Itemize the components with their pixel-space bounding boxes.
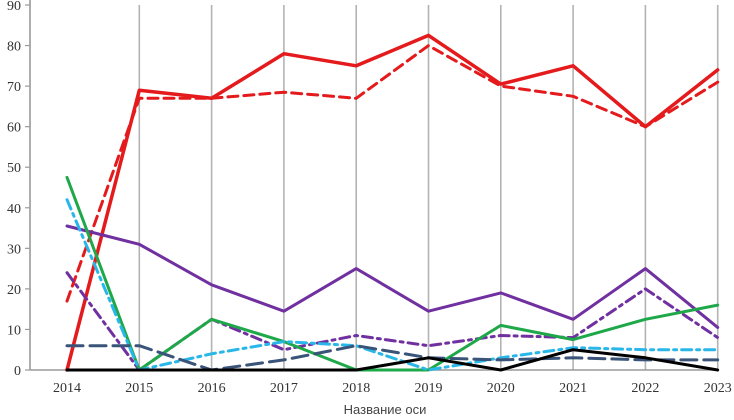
series-line-6 (65, 198, 720, 372)
y-tick-label-80: 80 (7, 40, 21, 55)
x-tick-label-2020: 2020 (487, 381, 515, 396)
x-tick-label-2022: 2022 (631, 381, 659, 396)
x-axis-title: Название оси (344, 402, 427, 417)
grid (138, 5, 719, 370)
y-tick-label-70: 70 (7, 80, 21, 95)
series-line-5 (65, 175, 720, 372)
series-line-1 (65, 33, 720, 372)
y-axis: 0 10 20 30 40 50 60 70 80 90 (7, 0, 31, 379)
x-tick-label-2019: 2019 (415, 381, 443, 396)
y-tick-label-20: 20 (7, 283, 21, 298)
series-line-7 (65, 344, 720, 372)
x-tick-label-2015: 2015 (125, 381, 153, 396)
x-tick-label-2016: 2016 (198, 381, 226, 396)
y-tick-label-40: 40 (7, 202, 21, 217)
y-tick-label-60: 60 (7, 121, 21, 136)
y-tick-label-50: 50 (7, 161, 21, 176)
x-tick-label-2017: 2017 (270, 381, 298, 396)
series-line-8 (65, 348, 720, 372)
y-tick-label-10: 10 (7, 323, 21, 338)
x-tick-label-2014: 2014 (53, 381, 81, 396)
y-tick-label-30: 30 (7, 242, 21, 257)
y-tick-label-0: 0 (14, 364, 21, 379)
y-tick-label-90: 90 (7, 0, 21, 14)
series-group (65, 33, 720, 372)
x-axis: 2014 2015 2016 2017 2018 2019 2020 2021 2022 2023 (30, 369, 732, 396)
series-line-2 (65, 44, 720, 303)
x-tick-label-2023: 2023 (704, 381, 732, 396)
x-tick-label-2018: 2018 (342, 381, 370, 396)
x-tick-label-2021: 2021 (559, 381, 587, 396)
series-line-3 (65, 224, 720, 329)
